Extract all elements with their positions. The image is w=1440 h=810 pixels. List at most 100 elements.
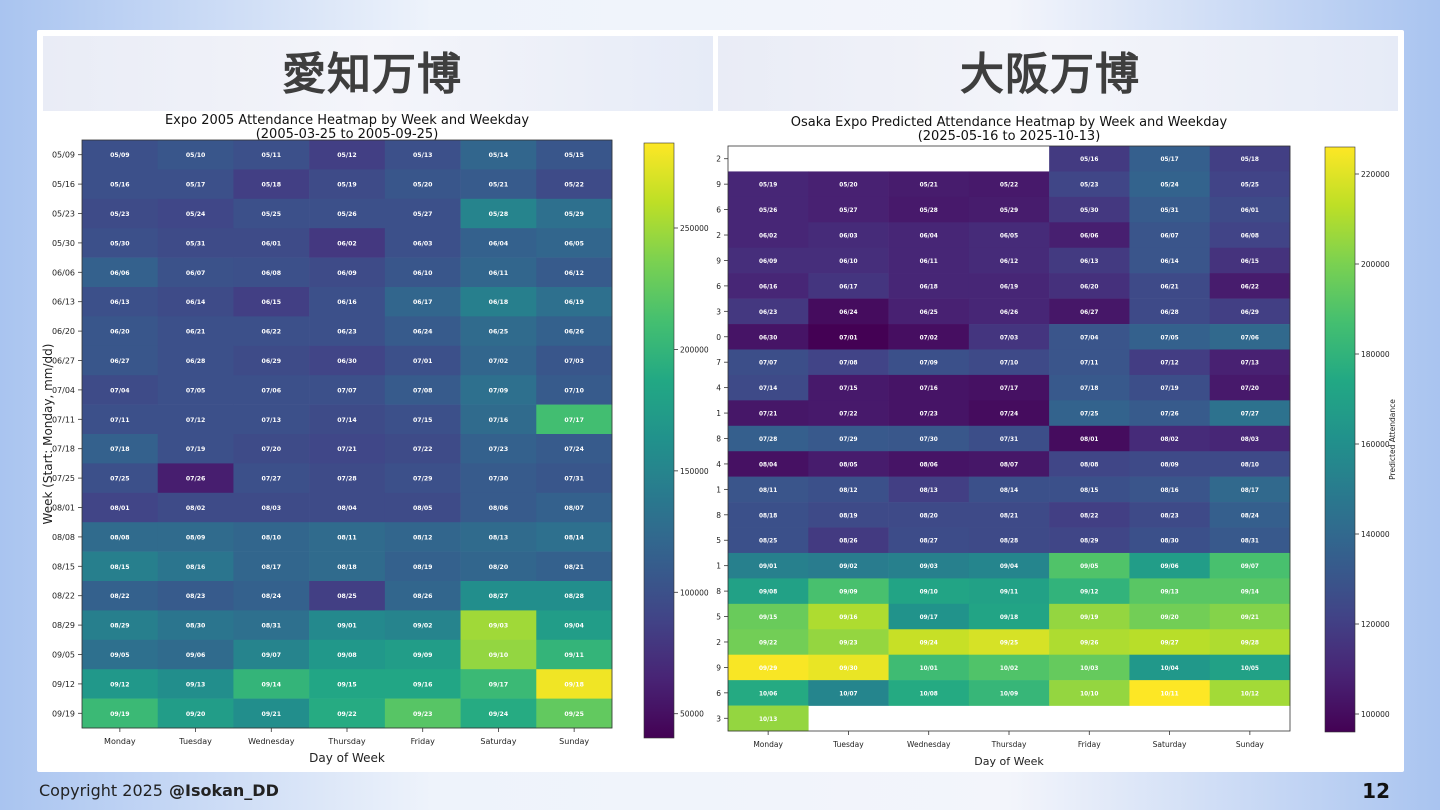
osaka-cell-label: 06/09 bbox=[759, 259, 777, 265]
osaka-cell bbox=[1049, 273, 1130, 299]
aichi-cell bbox=[157, 610, 234, 641]
page-number: 12 bbox=[1362, 779, 1390, 803]
osaka-cell-label: 10/03 bbox=[1080, 666, 1098, 672]
osaka-cell-label: 08/19 bbox=[839, 513, 857, 519]
osaka-cell bbox=[888, 527, 970, 554]
osaka-cell bbox=[1129, 654, 1211, 681]
aichi-cell-label: 09/16 bbox=[413, 681, 432, 688]
osaka-cell-label: 06/26 bbox=[1000, 310, 1018, 316]
osaka-cell-label: 07/21 bbox=[759, 412, 777, 418]
aichi-cell bbox=[82, 375, 159, 405]
aichi-cell-label: 07/09 bbox=[489, 387, 508, 394]
left-title-band bbox=[43, 36, 713, 111]
osaka-y-tick-label: 8 bbox=[716, 587, 721, 596]
osaka-cell bbox=[888, 552, 970, 579]
aichi-cell-label: 05/18 bbox=[262, 182, 281, 189]
aichi-cell-label: 05/22 bbox=[564, 182, 583, 189]
aichi-cell-label: 09/06 bbox=[186, 652, 205, 659]
osaka-cell-label: 09/18 bbox=[1000, 615, 1018, 621]
aichi-cell-label: 09/04 bbox=[564, 623, 584, 630]
osaka-cell bbox=[1209, 527, 1291, 554]
osaka-cell-label: 08/12 bbox=[839, 488, 857, 494]
osaka-cell-label: 08/31 bbox=[1241, 539, 1259, 545]
aichi-cell bbox=[82, 669, 159, 699]
aichi-cell-label: 07/23 bbox=[489, 446, 508, 453]
osaka-colorbar-label: Predicted Attendance bbox=[1388, 399, 1397, 480]
osaka-cell bbox=[808, 603, 889, 630]
osaka-y-tick-label: 0 bbox=[716, 333, 721, 342]
osaka-x-tick-label: Sunday bbox=[1236, 740, 1265, 749]
aichi-cell-label: 09/25 bbox=[564, 711, 583, 718]
osaka-cell-label: 10/12 bbox=[1241, 691, 1259, 697]
osaka-cell bbox=[808, 629, 889, 655]
aichi-cell bbox=[157, 434, 234, 464]
osaka-cell-label: 08/07 bbox=[1000, 462, 1018, 468]
osaka-cell-label: 10/10 bbox=[1080, 691, 1098, 697]
aichi-y-tick-label: 08/29 bbox=[52, 621, 75, 630]
aichi-y-tick-label: 05/30 bbox=[52, 239, 75, 248]
osaka-cell-label: 06/04 bbox=[920, 234, 938, 240]
aichi-cell-label: 07/07 bbox=[337, 387, 356, 394]
aichi-cell-label: 05/19 bbox=[337, 182, 356, 189]
osaka-cell-label: 10/01 bbox=[920, 666, 938, 672]
aichi-cell-label: 07/18 bbox=[110, 446, 129, 453]
aichi-cell-label: 08/08 bbox=[110, 534, 129, 541]
aichi-cell bbox=[309, 639, 386, 670]
aichi-cell-label: 05/27 bbox=[413, 211, 432, 218]
osaka-cell-label: 05/16 bbox=[1080, 157, 1098, 163]
osaka-cell bbox=[888, 374, 970, 401]
osaka-cell-label: 06/16 bbox=[759, 284, 777, 290]
aichi-cell bbox=[82, 551, 159, 582]
aichi-cell-label: 07/13 bbox=[262, 417, 281, 424]
aichi-cell bbox=[309, 669, 386, 699]
aichi-cell bbox=[157, 463, 234, 494]
aichi-cell bbox=[460, 169, 537, 200]
osaka-cell-label: 05/23 bbox=[1080, 183, 1098, 189]
aichi-cell-label: 07/27 bbox=[262, 476, 281, 483]
aichi-cell bbox=[460, 522, 537, 552]
aichi-cell-label: 05/30 bbox=[110, 240, 130, 247]
aichi-cell bbox=[233, 404, 310, 435]
aichi-cell bbox=[157, 287, 234, 317]
aichi-cell bbox=[309, 551, 386, 582]
osaka-cell-label: 10/02 bbox=[1000, 666, 1018, 672]
aichi-cell bbox=[536, 257, 613, 288]
aichi-y-tick-label: 05/09 bbox=[52, 151, 75, 160]
osaka-cell bbox=[968, 578, 1050, 605]
osaka-cell-label: 05/29 bbox=[1000, 208, 1018, 214]
osaka-cell-label: 06/25 bbox=[920, 310, 938, 316]
osaka-cell-label: 06/13 bbox=[1080, 259, 1098, 265]
aichi-cell bbox=[460, 375, 537, 405]
aichi-cell bbox=[384, 463, 461, 494]
aichi-cell-label: 05/15 bbox=[564, 152, 583, 159]
aichi-cell bbox=[82, 434, 159, 464]
osaka-cell bbox=[1209, 425, 1291, 452]
osaka-cell bbox=[1049, 298, 1130, 325]
osaka-y-tick-label: 1 bbox=[716, 409, 721, 418]
aichi-cell-label: 08/27 bbox=[489, 593, 508, 600]
aichi-cell bbox=[82, 522, 159, 552]
osaka-cell bbox=[1049, 527, 1130, 554]
osaka-y-tick-label: 3 bbox=[716, 714, 721, 723]
osaka-cell bbox=[968, 552, 1050, 579]
aichi-cell bbox=[157, 316, 234, 347]
aichi-cell bbox=[82, 345, 159, 376]
osaka-cell bbox=[728, 171, 809, 198]
osaka-cell-label: 07/19 bbox=[1160, 386, 1178, 392]
osaka-cell-label: 05/27 bbox=[839, 208, 857, 214]
aichi-cell bbox=[233, 198, 310, 229]
aichi-cell-label: 09/22 bbox=[337, 711, 356, 718]
aichi-cell-label: 07/31 bbox=[564, 476, 583, 483]
aichi-cell bbox=[309, 375, 386, 405]
aichi-y-tick-label: 08/08 bbox=[52, 533, 75, 542]
osaka-cell-label: 06/12 bbox=[1000, 259, 1018, 265]
osaka-cell bbox=[1049, 629, 1130, 655]
osaka-cell bbox=[1049, 374, 1130, 401]
aichi-cell bbox=[384, 669, 461, 699]
aichi-cell-label: 09/03 bbox=[489, 623, 508, 630]
osaka-cell-label: 09/08 bbox=[759, 590, 777, 596]
aichi-cell bbox=[460, 698, 537, 729]
osaka-cell-label: 07/26 bbox=[1160, 412, 1178, 418]
osaka-cell bbox=[808, 680, 889, 706]
osaka-cell bbox=[968, 425, 1050, 452]
